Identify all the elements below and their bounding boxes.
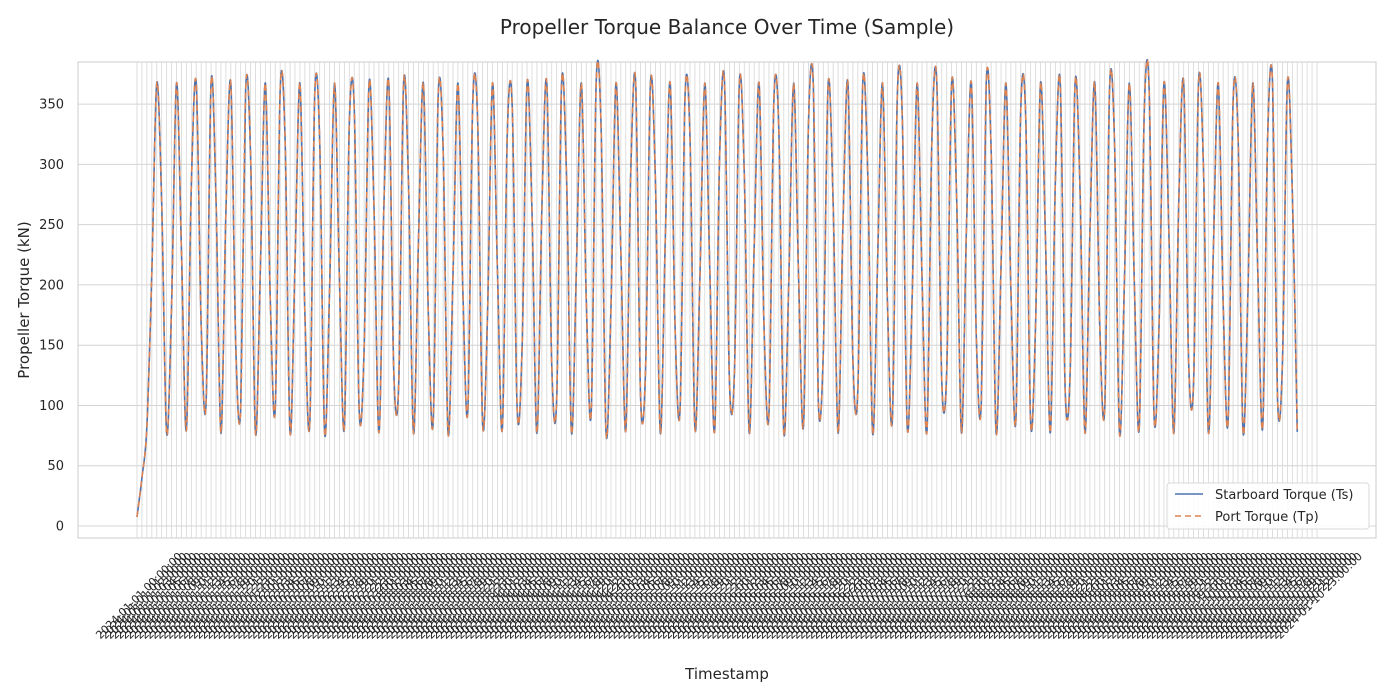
- y-tick-label: 300: [39, 158, 64, 173]
- legend: Starboard Torque (Ts) Port Torque (Tp): [1166, 482, 1370, 530]
- series-line-port: [136, 58, 1299, 518]
- y-tick-label: 50: [47, 459, 64, 474]
- x-axis-label: Timestamp: [684, 665, 769, 683]
- chart-title: Propeller Torque Balance Over Time (Samp…: [500, 15, 954, 39]
- series-lines: [136, 58, 1299, 518]
- legend-box: [1166, 482, 1370, 530]
- y-tick-label: 200: [39, 278, 64, 293]
- legend-label-starboard: Starboard Torque (Ts): [1215, 488, 1353, 503]
- y-tick-label: 350: [39, 98, 64, 113]
- y-tick-label: 150: [39, 339, 64, 354]
- y-tick-label: 0: [56, 519, 64, 534]
- y-axis-ticks: 0 50 100 150 200 250 300 350: [39, 98, 64, 535]
- y-tick-label: 100: [39, 399, 64, 414]
- y-tick-label: 250: [39, 218, 64, 233]
- y-axis-label: Propeller Torque (kN): [15, 221, 33, 378]
- legend-label-port: Port Torque (Tp): [1215, 510, 1319, 525]
